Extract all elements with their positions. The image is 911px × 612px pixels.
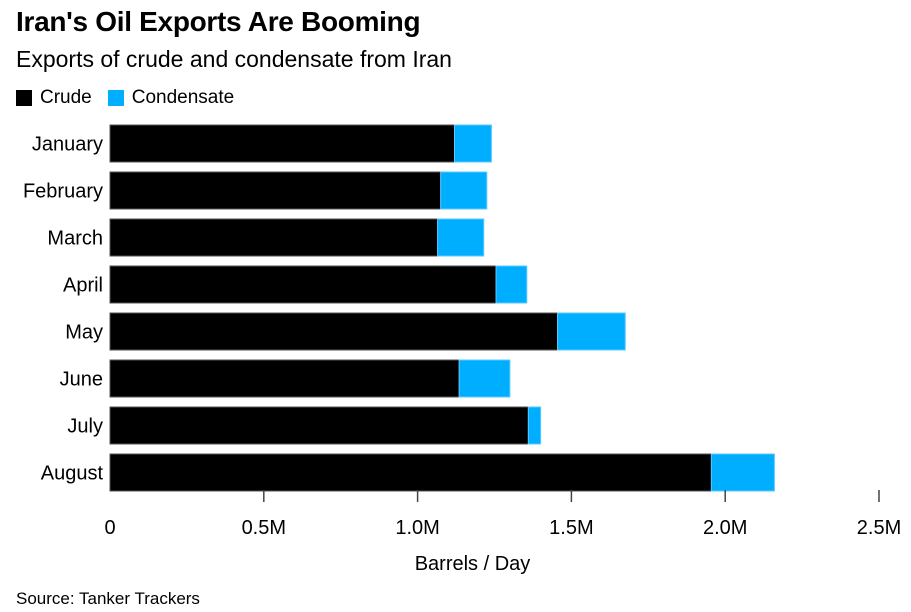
bar-crude-may <box>109 312 559 351</box>
category-label: February <box>23 181 103 203</box>
category-label: May <box>65 322 103 344</box>
bar-crude-march <box>109 218 439 257</box>
category-label: August <box>41 463 104 485</box>
category-label: June <box>60 369 103 391</box>
legend: Crude Condensate <box>16 87 250 109</box>
bar-condensate-april <box>495 265 528 304</box>
bar-crude-january <box>109 124 456 163</box>
bar-condensate-june <box>458 359 511 398</box>
category-label: July <box>67 416 103 438</box>
bar-crude-april <box>109 265 497 304</box>
x-tick-label: 0.5M <box>242 517 286 539</box>
category-label: March <box>47 228 103 250</box>
chart-title: Iran's Oil Exports Are Booming <box>16 6 421 37</box>
bar-crude-august <box>109 453 712 492</box>
legend-label-crude: Crude <box>40 87 92 108</box>
bar-condensate-february <box>440 171 488 210</box>
x-tick-label: 1.5M <box>549 517 593 539</box>
legend-item-condensate: Condensate <box>107 87 235 109</box>
x-tick-label: 2.0M <box>703 517 747 539</box>
chart-subtitle: Exports of crude and condensate from Ira… <box>16 46 452 72</box>
category-label: January <box>32 134 103 156</box>
x-tick-label: 1.0M <box>395 517 439 539</box>
bar-condensate-may <box>557 312 626 351</box>
x-tick-label: 2.5M <box>857 517 901 539</box>
bar-condensate-july <box>527 406 542 445</box>
bar-condensate-august <box>710 453 775 492</box>
category-label: April <box>63 275 103 297</box>
bar-crude-february <box>109 171 442 210</box>
x-tick-label: 0 <box>104 517 115 539</box>
bar-crude-june <box>109 359 460 398</box>
source-note: Source: Tanker Trackers <box>16 589 200 608</box>
legend-label-condensate: Condensate <box>131 87 235 108</box>
bar-crude-july <box>109 406 529 445</box>
legend-swatch-condensate <box>107 90 124 106</box>
x-axis-label: Barrels / Day <box>415 553 531 575</box>
bar-condensate-january <box>454 124 492 163</box>
legend-swatch-crude <box>16 90 32 106</box>
legend-item-crude: Crude <box>16 87 92 109</box>
bar-condensate-march <box>437 218 485 257</box>
